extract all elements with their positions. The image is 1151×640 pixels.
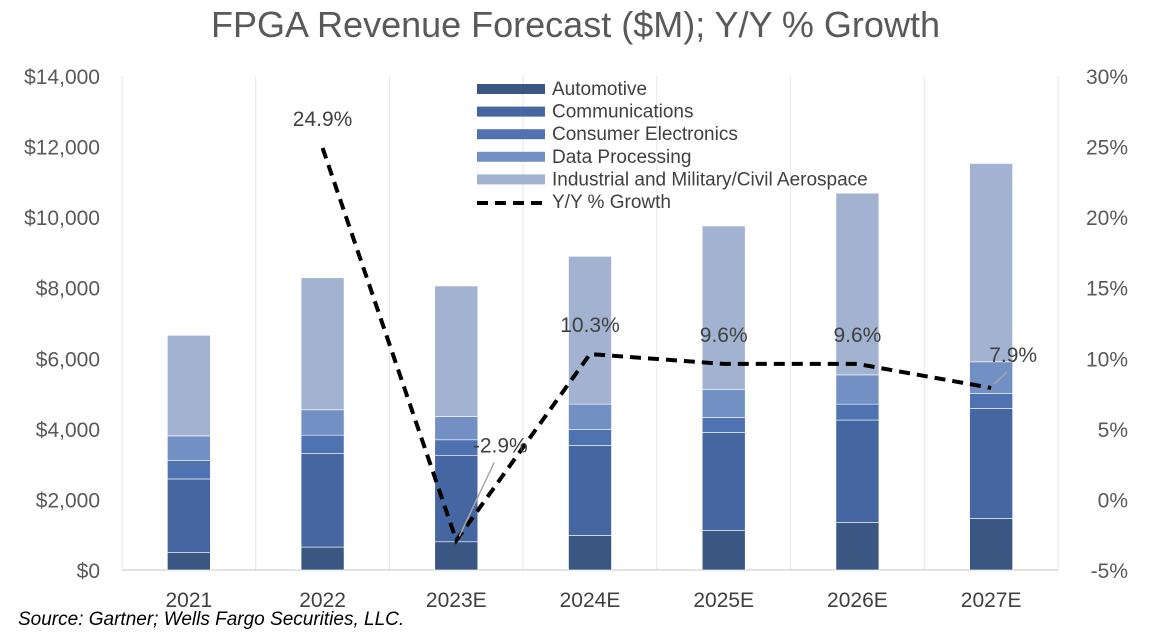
bar-industrial-and-military-civil-aerospace-2022 xyxy=(300,277,345,411)
data-label-leader xyxy=(458,462,495,537)
y-right-tick-label: 0% xyxy=(1098,489,1128,512)
bar-communications-2026e xyxy=(835,419,880,523)
legend-label: Industrial and Military/Civil Aerospace xyxy=(552,169,868,190)
bar-communications-2021 xyxy=(167,478,211,553)
y-left-tick-label: $10,000 xyxy=(24,207,100,230)
legend-swatch xyxy=(477,129,545,140)
chart-title: FPGA Revenue Forecast ($M); Y/Y % Growth xyxy=(211,4,940,45)
bar-industrial-and-military-civil-aerospace-2026e xyxy=(835,192,880,376)
bar-automotive-2025e xyxy=(701,530,746,571)
bar-automotive-2021 xyxy=(167,552,211,571)
y-left-tick-label: $6,000 xyxy=(36,348,100,371)
y-right-tick-label: 30% xyxy=(1086,66,1128,89)
bar-communications-2025e xyxy=(701,432,746,531)
bar-data-processing-2022 xyxy=(300,409,345,436)
x-tick-label: 2022 xyxy=(299,589,346,612)
bar-automotive-2027e xyxy=(969,518,1013,571)
bar-consumer-electronics-2021 xyxy=(167,460,211,480)
bar-data-processing-2023e xyxy=(434,416,479,441)
data-label-leader xyxy=(993,371,1008,385)
bar-consumer-electronics-2022 xyxy=(300,434,345,454)
bar-data-processing-2026e xyxy=(835,374,880,405)
x-tick-label: 2021 xyxy=(165,589,212,612)
y-left-tick-label: $14,000 xyxy=(24,66,100,89)
y-right-tick-label: 20% xyxy=(1086,207,1128,230)
bar-consumer-electronics-2026e xyxy=(835,403,880,421)
source-note: Source: Gartner; Wells Fargo Securities,… xyxy=(18,609,405,630)
bar-industrial-and-military-civil-aerospace-2021 xyxy=(167,335,211,437)
y-right-tick-label: -5% xyxy=(1091,560,1128,583)
y-left-tick-label: $4,000 xyxy=(36,419,100,442)
bar-communications-2024e xyxy=(568,445,612,536)
legend-label: Communications xyxy=(552,102,694,123)
y-right-tick-label: 5% xyxy=(1098,419,1128,442)
y-left-tick-label: $2,000 xyxy=(36,489,100,512)
y-right-tick-label: 15% xyxy=(1086,278,1128,301)
y-left-tick-label: $12,000 xyxy=(24,137,100,160)
bar-consumer-electronics-2023e xyxy=(434,439,479,456)
growth-data-label: 10.3% xyxy=(560,314,620,337)
bar-data-processing-2024e xyxy=(568,403,612,430)
bar-data-processing-2025e xyxy=(701,389,746,418)
legend-label: Consumer Electronics xyxy=(552,124,738,145)
bar-communications-2027e xyxy=(969,408,1013,519)
bar-automotive-2022 xyxy=(300,546,345,571)
legend-label: Data Processing xyxy=(552,147,691,168)
bar-data-processing-2027e xyxy=(969,361,1013,394)
y-right-tick-label: 10% xyxy=(1086,348,1128,371)
legend-swatch xyxy=(477,174,545,185)
bar-automotive-2024e xyxy=(568,535,612,571)
growth-data-label: 24.9% xyxy=(293,108,353,131)
legend-label: Y/Y % Growth xyxy=(552,192,671,213)
bar-consumer-electronics-2025e xyxy=(701,417,746,433)
x-tick-label: 2026E xyxy=(827,589,888,612)
bar-industrial-and-military-civil-aerospace-2027e xyxy=(969,163,1013,363)
growth-data-label: -2.9% xyxy=(473,434,528,457)
y-left-tick-label: $8,000 xyxy=(36,278,100,301)
growth-line xyxy=(320,147,992,545)
legend-swatch xyxy=(477,106,545,117)
growth-data-label: 7.9% xyxy=(989,344,1037,367)
bar-data-processing-2021 xyxy=(167,435,211,461)
bar-industrial-and-military-civil-aerospace-2023e xyxy=(434,285,479,417)
growth-data-label: 9.6% xyxy=(700,324,748,347)
bar-consumer-electronics-2024e xyxy=(568,429,612,446)
x-tick-label: 2025E xyxy=(693,589,754,612)
x-tick-label: 2023E xyxy=(426,589,487,612)
bar-communications-2022 xyxy=(300,453,345,548)
legend-label: Automotive xyxy=(552,79,647,100)
bar-consumer-electronics-2027e xyxy=(969,393,1013,409)
y-right-tick-label: 25% xyxy=(1086,137,1128,160)
bar-automotive-2026e xyxy=(835,522,880,571)
x-tick-label: 2024E xyxy=(560,589,621,612)
bar-automotive-2023e xyxy=(434,541,479,571)
legend-swatch xyxy=(477,84,545,94)
legend-swatch xyxy=(477,151,545,162)
y-left-tick-label: $0 xyxy=(77,560,100,583)
growth-data-label: 9.6% xyxy=(833,324,881,347)
bar-industrial-and-military-civil-aerospace-2024e xyxy=(568,256,612,405)
x-tick-label: 2027E xyxy=(961,589,1022,612)
